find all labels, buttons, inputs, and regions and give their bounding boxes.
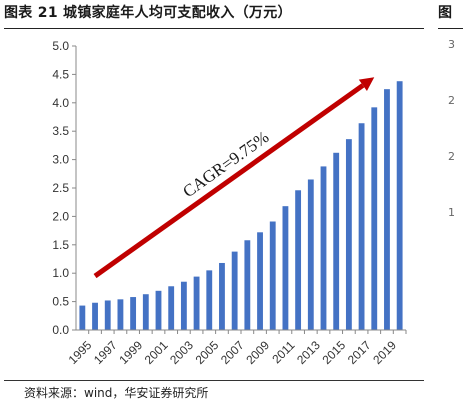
y-tick-label: 5.0: [52, 39, 69, 53]
x-tick-label: 1999: [116, 338, 145, 367]
x-tick-label: 2019: [370, 338, 399, 367]
bar-2017: [358, 123, 365, 330]
y-tick-label: 0.5: [52, 295, 69, 309]
cagr-arrow-shaft: [93, 83, 365, 279]
bar-1996: [92, 302, 98, 330]
bar-2002: [168, 286, 175, 330]
bar-2019: [384, 89, 390, 330]
bar-2013: [307, 179, 314, 330]
source-rule: [4, 380, 424, 381]
bar-1998: [117, 299, 124, 330]
y-tick-label: 3.0: [52, 153, 69, 167]
bar-1997: [104, 300, 111, 330]
bar-2006: [219, 262, 225, 330]
y-tick-label: 2.0: [52, 209, 69, 223]
x-tick-label: 1995: [66, 338, 95, 367]
bar-2008: [244, 240, 251, 330]
y-tick-label: 4.0: [52, 96, 69, 110]
bar-2020: [396, 81, 403, 330]
bar-2011: [282, 206, 289, 330]
bar-2000: [142, 294, 149, 330]
source-note: 资料来源：wind，华安证券研究所: [24, 386, 209, 400]
x-tick-label: 2011: [269, 338, 297, 366]
bar-2016: [345, 139, 352, 330]
bar-2012: [295, 190, 302, 330]
cagr-arrow-head: [358, 77, 375, 92]
y-tick-label: 1.5: [52, 238, 69, 252]
x-tick-label: 2001: [142, 338, 171, 367]
x-tick-label: 2007: [218, 338, 247, 367]
bar-2009: [257, 232, 263, 330]
bar-2007: [231, 251, 238, 330]
bar-1999: [130, 297, 137, 330]
cagr-annotation: CAGR=9.75%: [93, 77, 375, 279]
bar-2001: [155, 290, 162, 330]
next-chart-axis-label: 1: [448, 206, 455, 219]
cagr-label: CAGR=9.75%: [179, 127, 272, 201]
y-tick-label: 4.5: [52, 67, 69, 81]
y-tick-label: 3.5: [52, 124, 69, 138]
bar-2003: [180, 281, 187, 330]
next-chart-title-fragment: 图: [438, 5, 452, 21]
x-tick-label: 2009: [243, 338, 272, 367]
y-tick-label: 0.0: [52, 323, 69, 337]
bar-2015: [333, 152, 340, 330]
x-tick-label: 2005: [193, 338, 222, 367]
x-axis: 1995199719992001200320052007200920112013…: [66, 329, 407, 367]
bar-chart: 0.00.51.01.52.02.53.03.54.04.55.0 199519…: [52, 39, 407, 367]
next-chart-axis-label: 2: [448, 94, 455, 107]
y-tick-label: 2.5: [52, 181, 69, 195]
bar-2005: [206, 270, 213, 330]
next-chart-axis-label: 2: [448, 150, 455, 163]
bar-1995: [79, 305, 86, 330]
next-chart-axis-label: 3: [448, 38, 455, 51]
next-title-rule: [438, 28, 463, 29]
x-tick-label: 1997: [91, 338, 120, 367]
bar-2010: [269, 221, 276, 330]
y-tick-label: 1.0: [52, 266, 69, 280]
bar-series: [79, 81, 403, 331]
x-tick-label: 2003: [167, 338, 196, 367]
x-tick-label: 2013: [294, 338, 323, 367]
x-tick-label: 2017: [345, 338, 374, 367]
bar-2004: [193, 276, 200, 330]
bar-2014: [320, 166, 327, 330]
x-tick-label: 2015: [319, 338, 348, 367]
y-axis: 0.0 0.5 1.0 1.5 2.0 2.5 3.0 3.5 4.0 4.5 5.0: [52, 39, 77, 337]
title-rule: [4, 28, 424, 29]
chart-title: 图表 21 城镇家庭年人均可支配收入（万元）: [4, 5, 292, 21]
bar-2018: [371, 107, 378, 331]
